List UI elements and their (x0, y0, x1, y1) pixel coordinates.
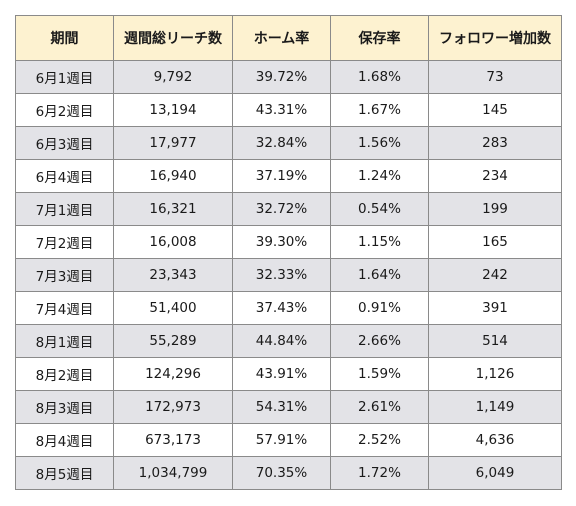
cell-weekly-reach: 23,343 (113, 258, 233, 292)
cell-follower-increase: 1,126 (428, 357, 562, 391)
header-weekly-reach: 週間総リーチ数 (113, 15, 233, 61)
cell-follower-increase: 73 (428, 60, 562, 94)
cell-period: 7月2週目 (15, 225, 114, 259)
table-row: 8月1週目 55,289 44.84% 2.66% 514 (15, 324, 562, 358)
cell-save-rate: 1.68% (330, 60, 429, 94)
cell-save-rate: 1.59% (330, 357, 429, 391)
cell-weekly-reach: 124,296 (113, 357, 233, 391)
cell-save-rate: 0.54% (330, 192, 429, 226)
cell-home-rate: 32.72% (232, 192, 331, 226)
table-row: 6月2週目 13,194 43.31% 1.67% 145 (15, 93, 562, 127)
table-body: 6月1週目 9,792 39.72% 1.68% 73 6月2週目 13,194 43.31%… (15, 60, 562, 490)
cell-home-rate: 39.72% (232, 60, 331, 94)
cell-weekly-reach: 16,321 (113, 192, 233, 226)
table-row: 7月2週目 16,008 39.30% 1.15% 165 (15, 225, 562, 259)
cell-weekly-reach: 16,008 (113, 225, 233, 259)
cell-weekly-reach: 172,973 (113, 390, 233, 424)
cell-follower-increase: 4,636 (428, 423, 562, 457)
cell-follower-increase: 6,049 (428, 456, 562, 490)
cell-period: 6月3週目 (15, 126, 114, 160)
cell-home-rate: 39.30% (232, 225, 331, 259)
cell-follower-increase: 234 (428, 159, 562, 193)
cell-period: 6月1週目 (15, 60, 114, 94)
cell-weekly-reach: 16,940 (113, 159, 233, 193)
cell-save-rate: 2.66% (330, 324, 429, 358)
cell-weekly-reach: 1,034,799 (113, 456, 233, 490)
cell-follower-increase: 1,149 (428, 390, 562, 424)
cell-save-rate: 1.24% (330, 159, 429, 193)
table-row: 8月4週目 673,173 57.91% 2.52% 4,636 (15, 423, 562, 457)
cell-home-rate: 37.43% (232, 291, 331, 325)
table-row: 6月1週目 9,792 39.72% 1.68% 73 (15, 60, 562, 94)
table-row: 6月3週目 17,977 32.84% 1.56% 283 (15, 126, 562, 160)
cell-weekly-reach: 51,400 (113, 291, 233, 325)
header-home-rate: ホーム率 (232, 15, 331, 61)
header-save-rate: 保存率 (330, 15, 429, 61)
cell-weekly-reach: 673,173 (113, 423, 233, 457)
cell-save-rate: 1.64% (330, 258, 429, 292)
cell-period: 6月2週目 (15, 93, 114, 127)
cell-follower-increase: 242 (428, 258, 562, 292)
cell-weekly-reach: 55,289 (113, 324, 233, 358)
table-row: 7月3週目 23,343 32.33% 1.64% 242 (15, 258, 562, 292)
table-row: 7月4週目 51,400 37.43% 0.91% 391 (15, 291, 562, 325)
cell-home-rate: 43.31% (232, 93, 331, 127)
cell-home-rate: 32.33% (232, 258, 331, 292)
cell-follower-increase: 514 (428, 324, 562, 358)
cell-period: 7月4週目 (15, 291, 114, 325)
cell-home-rate: 43.91% (232, 357, 331, 391)
table-row: 8月2週目 124,296 43.91% 1.59% 1,126 (15, 357, 562, 391)
cell-home-rate: 70.35% (232, 456, 331, 490)
table-row: 8月3週目 172,973 54.31% 2.61% 1,149 (15, 390, 562, 424)
cell-period: 7月3週目 (15, 258, 114, 292)
cell-follower-increase: 165 (428, 225, 562, 259)
cell-save-rate: 0.91% (330, 291, 429, 325)
table-row: 8月5週目 1,034,799 70.35% 1.72% 6,049 (15, 456, 562, 490)
cell-period: 8月2週目 (15, 357, 114, 391)
header-row: 期間 週間総リーチ数 ホーム率 保存率 フォロワー増加数 (15, 15, 562, 61)
cell-home-rate: 54.31% (232, 390, 331, 424)
header-period: 期間 (15, 15, 114, 61)
cell-home-rate: 44.84% (232, 324, 331, 358)
cell-follower-increase: 283 (428, 126, 562, 160)
cell-period: 7月1週目 (15, 192, 114, 226)
cell-period: 8月4週目 (15, 423, 114, 457)
table-header: 期間 週間総リーチ数 ホーム率 保存率 フォロワー増加数 (15, 15, 562, 61)
cell-save-rate: 1.67% (330, 93, 429, 127)
cell-home-rate: 32.84% (232, 126, 331, 160)
cell-save-rate: 1.56% (330, 126, 429, 160)
cell-save-rate: 2.52% (330, 423, 429, 457)
cell-save-rate: 2.61% (330, 390, 429, 424)
cell-weekly-reach: 9,792 (113, 60, 233, 94)
table-row: 6月4週目 16,940 37.19% 1.24% 234 (15, 159, 562, 193)
weekly-stats-table-container: 期間 週間総リーチ数 ホーム率 保存率 フォロワー増加数 6月1週目 9,792 3… (15, 15, 562, 490)
cell-follower-increase: 199 (428, 192, 562, 226)
header-follower-increase: フォロワー増加数 (428, 15, 562, 61)
cell-weekly-reach: 13,194 (113, 93, 233, 127)
cell-follower-increase: 391 (428, 291, 562, 325)
cell-period: 8月1週目 (15, 324, 114, 358)
cell-period: 8月5週目 (15, 456, 114, 490)
cell-period: 8月3週目 (15, 390, 114, 424)
weekly-stats-table: 期間 週間総リーチ数 ホーム率 保存率 フォロワー増加数 6月1週目 9,792 3… (15, 15, 562, 490)
cell-save-rate: 1.15% (330, 225, 429, 259)
cell-home-rate: 57.91% (232, 423, 331, 457)
cell-follower-increase: 145 (428, 93, 562, 127)
cell-save-rate: 1.72% (330, 456, 429, 490)
cell-period: 6月4週目 (15, 159, 114, 193)
table-row: 7月1週目 16,321 32.72% 0.54% 199 (15, 192, 562, 226)
cell-weekly-reach: 17,977 (113, 126, 233, 160)
cell-home-rate: 37.19% (232, 159, 331, 193)
